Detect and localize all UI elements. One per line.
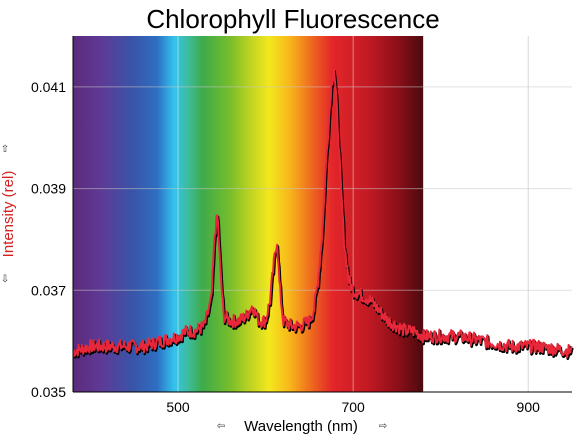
- y-axis-label: Intensity (rel): [0, 171, 17, 258]
- right-arrow-icon: ⇨: [379, 421, 387, 432]
- down-arrow-icon: ⇩: [1, 274, 9, 285]
- x-axis-label-group: ⇦ Wavelength (nm) ⇨: [217, 418, 387, 435]
- x-tick-label: 500: [166, 399, 190, 415]
- y-tick-label: 0.041: [31, 79, 66, 95]
- y-tick-label: 0.035: [31, 384, 66, 400]
- y-axis-label-group: ⇧ Intensity (rel) ⇩: [0, 144, 17, 285]
- chart-title: Chlorophyll Fluorescence: [146, 4, 439, 34]
- up-arrow-icon: ⇧: [1, 144, 9, 155]
- x-tick-labels: 500 700 900: [166, 399, 540, 415]
- x-axis-label: Wavelength (nm): [244, 418, 358, 435]
- left-arrow-icon: ⇦: [217, 421, 225, 432]
- visible-spectrum-background: [73, 36, 424, 392]
- x-tick-label: 900: [517, 399, 541, 415]
- y-tick-labels: 0.035 0.037 0.039 0.041: [31, 79, 66, 400]
- plot-area: [72, 36, 574, 393]
- series-line: [72, 68, 573, 359]
- y-tick-label: 0.039: [31, 181, 66, 197]
- y-tick-label: 0.037: [31, 282, 66, 298]
- x-tick-label: 700: [341, 399, 365, 415]
